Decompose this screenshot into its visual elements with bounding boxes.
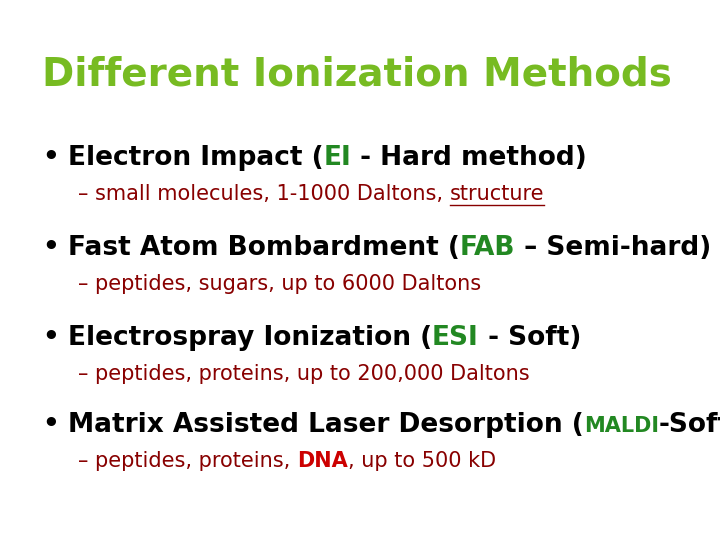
Text: •: • bbox=[42, 145, 59, 171]
Text: Matrix Assisted Laser Desorption (: Matrix Assisted Laser Desorption ( bbox=[68, 412, 584, 438]
Text: DNA: DNA bbox=[297, 451, 348, 471]
Text: – small molecules, 1-1000 Daltons,: – small molecules, 1-1000 Daltons, bbox=[78, 184, 449, 204]
Text: ESI: ESI bbox=[432, 325, 479, 351]
Text: Fast Atom Bombardment (: Fast Atom Bombardment ( bbox=[68, 235, 460, 261]
Text: MALDI: MALDI bbox=[584, 416, 659, 436]
Text: - Soft): - Soft) bbox=[479, 325, 581, 351]
Text: •: • bbox=[42, 235, 59, 261]
Text: Electrospray Ionization (: Electrospray Ionization ( bbox=[68, 325, 432, 351]
Text: •: • bbox=[42, 325, 59, 351]
Text: Electron Impact (: Electron Impact ( bbox=[68, 145, 323, 171]
Text: – peptides, proteins, up to 200,000 Daltons: – peptides, proteins, up to 200,000 Dalt… bbox=[78, 364, 530, 384]
Text: – peptides, sugars, up to 6000 Daltons: – peptides, sugars, up to 6000 Daltons bbox=[78, 274, 481, 294]
Text: - Hard method): - Hard method) bbox=[351, 145, 587, 171]
Text: FAB: FAB bbox=[460, 235, 516, 261]
Text: – Semi-hard): – Semi-hard) bbox=[516, 235, 711, 261]
Text: Different Ionization Methods: Different Ionization Methods bbox=[42, 55, 672, 93]
Text: •: • bbox=[42, 412, 59, 438]
Text: -Soft): -Soft) bbox=[659, 412, 720, 438]
Text: , up to 500 kD: , up to 500 kD bbox=[348, 451, 496, 471]
Text: EI: EI bbox=[323, 145, 351, 171]
Text: structure: structure bbox=[449, 184, 544, 204]
Text: – peptides, proteins,: – peptides, proteins, bbox=[78, 451, 297, 471]
